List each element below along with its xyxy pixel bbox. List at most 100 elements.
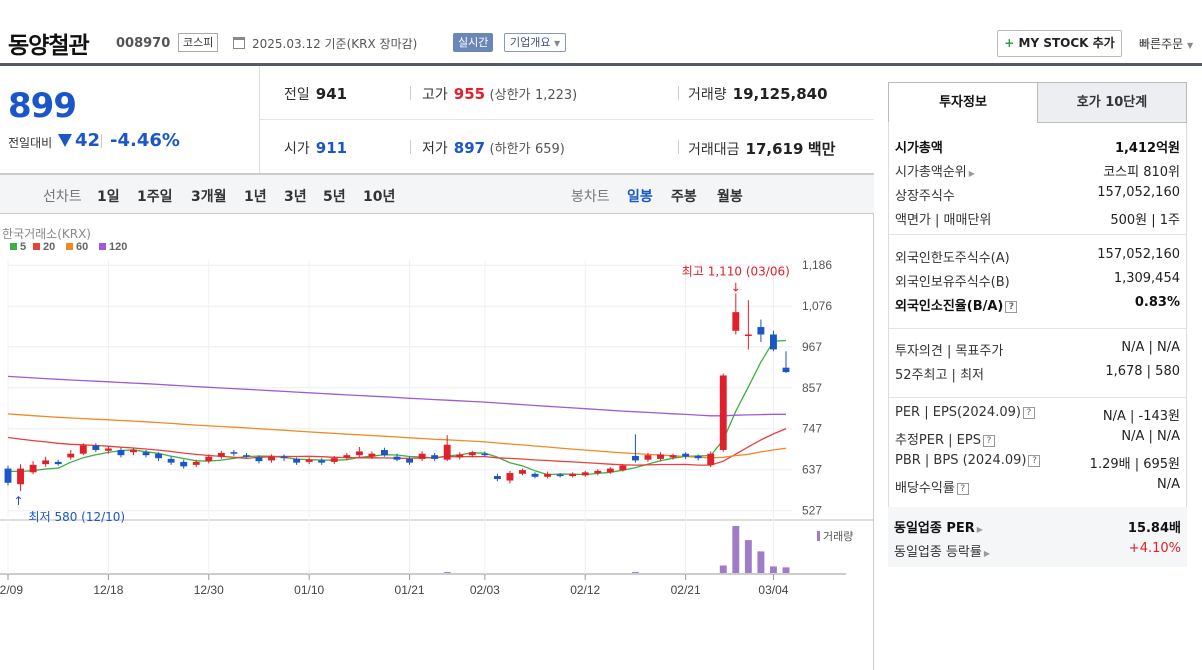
info-row-value: 1,678 | 580 xyxy=(1105,364,1180,379)
price-chart[interactable]: 1,186 1,076 967 857 747 637 527 12/09 12/18 12/30… xyxy=(0,214,874,670)
info-row[interactable]: 배당수익률? N/A xyxy=(889,473,1186,497)
candle-body xyxy=(180,461,188,467)
help-icon[interactable]: ? xyxy=(1028,454,1041,467)
stock-name: 동양철관 xyxy=(8,33,90,59)
low-price: 저가 897 (하한가 659) xyxy=(422,138,565,158)
info-row[interactable]: 외국인소진율(B/A)? 0.83% xyxy=(889,291,1186,315)
candle-body xyxy=(594,470,602,474)
info-tabs: 투자정보 호가 10단계 xyxy=(888,82,1187,123)
prev-close-label: 전일 xyxy=(284,87,310,103)
info-row-value: N/A | -143원 xyxy=(1102,409,1180,424)
info-row: 외국인보유주식수(B) 1,309,454 xyxy=(889,267,1186,291)
candle-body xyxy=(67,453,75,458)
company-overview-button[interactable]: 기업개요 ▼ xyxy=(504,33,567,52)
info-row[interactable]: PER | EPS(2024.09)? N/A | -143원 xyxy=(889,401,1186,425)
info-row-label-text: 추정PER | EPS xyxy=(895,433,981,448)
info-row-value: 15.84배 xyxy=(1127,521,1181,536)
tab-investment-info[interactable]: 투자정보 xyxy=(888,82,1038,123)
candle-weekly[interactable]: 주봉 xyxy=(671,189,697,205)
candle-body xyxy=(406,458,413,463)
tab-orderbook-10[interactable]: 호가 10단계 xyxy=(1037,82,1187,123)
candle-body xyxy=(355,451,363,456)
info-row-label: 투자의견 | 목표주가 xyxy=(895,340,1003,359)
volume-bar xyxy=(719,565,727,573)
help-icon[interactable]: ? xyxy=(956,482,969,495)
info-row[interactable]: 시가총액순위 ▶ 코스피 810위 xyxy=(889,157,1186,181)
candle-body xyxy=(92,445,100,450)
y-tick-label: 1,186 xyxy=(802,258,832,272)
help-icon[interactable]: ? xyxy=(1022,406,1035,419)
x-tick-label: 01/10 xyxy=(294,583,324,597)
y-tick-label: 747 xyxy=(802,422,822,436)
divider xyxy=(101,134,102,148)
candle-daily[interactable]: 일봉 xyxy=(627,189,653,205)
y-tick-label: 527 xyxy=(802,504,822,518)
info-row-value: 1.29배 | 695원 xyxy=(1089,457,1180,472)
volume-label: 거래량 xyxy=(688,87,727,103)
volume-value: 19,125,840 xyxy=(732,85,828,103)
period-1day[interactable]: 1일 xyxy=(97,189,120,205)
info-row-value: N/A xyxy=(1157,477,1180,492)
period-1year[interactable]: 1년 xyxy=(244,189,267,205)
candle-body xyxy=(468,452,476,456)
info-row-label-text: PER | EPS(2024.09) xyxy=(895,405,1021,420)
candle-body xyxy=(669,455,677,458)
info-row-label: PER | EPS(2024.09)? xyxy=(895,405,1035,420)
info-row-label-text: 동일업종 등락률 xyxy=(894,545,982,560)
volume-bar xyxy=(732,526,740,573)
y-tick-label: 637 xyxy=(802,463,822,477)
candle-body xyxy=(644,455,652,460)
info-row: 시가총액 1,412억원 xyxy=(889,133,1186,157)
chevron-right-icon: ▶ xyxy=(968,169,975,178)
candle-body xyxy=(544,473,552,477)
period-1week[interactable]: 1주일 xyxy=(137,189,173,205)
info-row-label-text: 외국인한도주식수(A) xyxy=(895,251,1010,266)
diff-value: 42 xyxy=(75,130,101,151)
y-tick-label: 1,076 xyxy=(802,299,832,313)
info-row-label: 동일업종 등락률 ▶ xyxy=(894,541,990,560)
help-icon[interactable]: ? xyxy=(1005,300,1018,313)
info-row-value: N/A | N/A xyxy=(1121,340,1180,355)
quick-order-button[interactable]: 빠른주문 ▼ xyxy=(1139,35,1193,52)
candle-body xyxy=(493,476,501,480)
period-10year[interactable]: 10년 xyxy=(363,189,396,205)
open-value: 911 xyxy=(315,139,348,157)
volume-bar xyxy=(770,566,777,573)
candle-body xyxy=(606,468,614,473)
candle-body xyxy=(456,454,464,458)
info-row-label: 시가총액순위 ▶ xyxy=(895,161,975,180)
info-row[interactable]: 추정PER | EPS? N/A | N/A xyxy=(889,425,1186,449)
info-row[interactable]: 동일업종 등락률 ▶ +4.10% xyxy=(888,537,1187,561)
candle-monthly[interactable]: 월봉 xyxy=(717,189,743,205)
candle-body xyxy=(29,464,37,473)
info-row[interactable]: 동일업종 PER ▶ 15.84배 xyxy=(888,513,1187,537)
info-row-value: 500원 | 1주 xyxy=(1110,213,1180,228)
add-mystock-button[interactable]: + MY STOCK 추가 xyxy=(997,30,1122,57)
moving-average-line xyxy=(7,375,786,417)
candle-body xyxy=(117,449,125,456)
low-annotation: 최저 580 (12/10) xyxy=(29,510,126,524)
candle-body xyxy=(343,455,351,458)
diff-percent: -4.46% xyxy=(110,130,180,151)
prev-close: 전일 941 xyxy=(284,84,347,104)
candle-body xyxy=(17,468,24,485)
low-label: 저가 xyxy=(422,141,448,157)
info-row[interactable]: PBR | BPS (2024.09)? 1.29배 | 695원 xyxy=(889,449,1186,473)
period-5year[interactable]: 5년 xyxy=(323,189,346,205)
market-cap-block: 시가총액 1,412억원 시가총액순위 ▶ 코스피 810위 상장주식수 157,052,1… xyxy=(889,133,1186,235)
realtime-button[interactable]: 실시간 xyxy=(453,33,494,52)
candle-body xyxy=(531,473,539,477)
chevron-right-icon: ▶ xyxy=(976,525,983,534)
help-icon[interactable]: ? xyxy=(982,434,995,447)
info-row-label-text: 시가총액 xyxy=(895,141,943,156)
candle-body xyxy=(268,456,275,461)
period-3month[interactable]: 3개월 xyxy=(191,189,227,205)
high-label: 고가 xyxy=(422,87,448,103)
chevron-right-icon: ▶ xyxy=(983,549,991,558)
info-row-label-text: PBR | BPS (2024.09) xyxy=(895,453,1027,468)
legend-label: 120 xyxy=(109,241,127,253)
x-tick-label: 12/30 xyxy=(194,583,224,597)
info-row-label-text: 동일업종 PER xyxy=(894,521,975,536)
period-3year[interactable]: 3년 xyxy=(284,189,307,205)
x-tick-label: 02/03 xyxy=(470,583,500,597)
